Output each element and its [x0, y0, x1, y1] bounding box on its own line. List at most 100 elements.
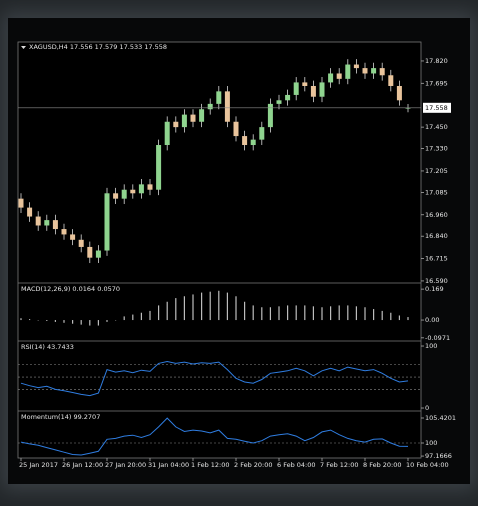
candle-body [156, 145, 162, 190]
histogram-bar [321, 307, 323, 321]
histogram-bar [89, 320, 91, 326]
histogram-bar [192, 294, 194, 321]
y-tick-label: 17.205 [425, 167, 448, 175]
candle-body [44, 220, 50, 226]
candle-body [78, 239, 84, 247]
histogram-bar [209, 291, 211, 321]
panel-title: XAGUSD,H4 17.556 17.579 17.533 17.558 [29, 43, 167, 51]
indicator-line [20, 417, 409, 456]
candle-body [181, 114, 187, 128]
candle-body [259, 127, 265, 140]
y-tick-label: 0.00 [425, 316, 439, 324]
histogram-bar [381, 310, 383, 321]
panel-title: MACD(12,26,9) 0.0164 0.0570 [21, 285, 120, 293]
x-tick-label: 6 Feb 04:00 [277, 461, 316, 469]
candle-body [310, 85, 316, 97]
histogram-bar [347, 305, 349, 321]
candle-body [27, 207, 33, 217]
candle-body [405, 107, 411, 109]
histogram-bar [295, 305, 297, 321]
y-tick-label: 17.695 [425, 79, 448, 87]
histogram-bar [123, 316, 125, 321]
histogram-bar [304, 305, 306, 321]
histogram-bar [226, 292, 228, 321]
histogram-bar [261, 307, 263, 321]
candle-body [164, 121, 170, 146]
histogram-bar [80, 320, 82, 325]
histogram-bar [355, 306, 357, 321]
x-tick-label: 10 Feb 04:00 [406, 461, 449, 469]
candle-body [104, 193, 110, 251]
current-price-box [423, 102, 451, 113]
y-tick-label: 100 [425, 342, 437, 350]
histogram-bar [63, 320, 65, 323]
x-tick-label: 27 Jan 20:00 [105, 461, 146, 469]
candle-body [224, 91, 230, 122]
candle-body [353, 64, 359, 69]
histogram-bar [183, 296, 185, 321]
panel-title: RSI(14) 43.7433 [21, 343, 74, 351]
x-tick-label: 25 Jan 2017 [19, 461, 58, 469]
panel-title: Momentum(14) 99.2707 [21, 413, 100, 421]
x-tick-label: 2 Feb 20:00 [234, 461, 273, 469]
candle-body [388, 75, 394, 86]
y-tick-label: 16.960 [425, 211, 448, 219]
histogram-bar [244, 301, 246, 321]
histogram-bar [373, 309, 375, 321]
histogram-bar [149, 310, 151, 321]
x-tick-label: 26 Jan 12:00 [62, 461, 103, 469]
histogram-bar [364, 307, 366, 321]
candle-body [199, 109, 205, 122]
candle-body [130, 189, 136, 194]
candle-body [87, 246, 93, 258]
histogram-bar [252, 305, 254, 321]
histogram-bar [312, 306, 314, 321]
candle-body [190, 114, 196, 122]
y-tick-label: -0.0971 [425, 334, 450, 342]
histogram-bar [407, 317, 409, 321]
histogram-bar [287, 305, 289, 321]
candle-body [121, 189, 127, 199]
candle-body [52, 220, 58, 230]
x-tick-label: 7 Feb 12:00 [320, 461, 359, 469]
candle-body [285, 94, 291, 101]
y-tick-label: 17.085 [425, 188, 448, 196]
histogram-bar [46, 320, 48, 321]
candle-body [302, 82, 308, 86]
candle-body [336, 73, 342, 79]
histogram-bar [140, 312, 142, 321]
y-tick-label: 17.450 [425, 123, 448, 131]
candle-body [216, 91, 222, 104]
y-tick-label: 0.169 [425, 285, 444, 293]
histogram-bar [54, 320, 56, 322]
histogram-bar [235, 296, 237, 321]
candle-body [328, 73, 334, 83]
histogram-bar [158, 305, 160, 321]
x-tick-label: 1 Feb 12:00 [191, 461, 230, 469]
candle-body [113, 193, 119, 199]
candle-body [61, 229, 67, 235]
x-tick-label: 31 Jan 04:00 [148, 461, 189, 469]
plot-frame [17, 41, 422, 459]
y-tick-label: 97.1666 [425, 452, 452, 460]
candle-body [276, 100, 282, 104]
histogram-bar [269, 307, 271, 321]
candle-body [267, 103, 273, 128]
histogram-bar [29, 319, 31, 321]
histogram-bar [132, 314, 134, 321]
histogram-bar [175, 298, 177, 321]
histogram-bar [330, 306, 332, 321]
histogram-bar [278, 306, 280, 321]
histogram-bar [72, 320, 74, 324]
y-tick-label: 16.590 [425, 277, 448, 285]
histogram-bar [106, 320, 108, 322]
candle-body [173, 121, 179, 128]
candle-body [345, 64, 351, 79]
current-price-label: 17.558 [425, 104, 448, 112]
y-tick-label: 17.330 [425, 145, 448, 153]
candle-body [250, 139, 256, 146]
candle-body [396, 85, 402, 101]
histogram-bar [390, 312, 392, 321]
histogram-bar [338, 305, 340, 321]
